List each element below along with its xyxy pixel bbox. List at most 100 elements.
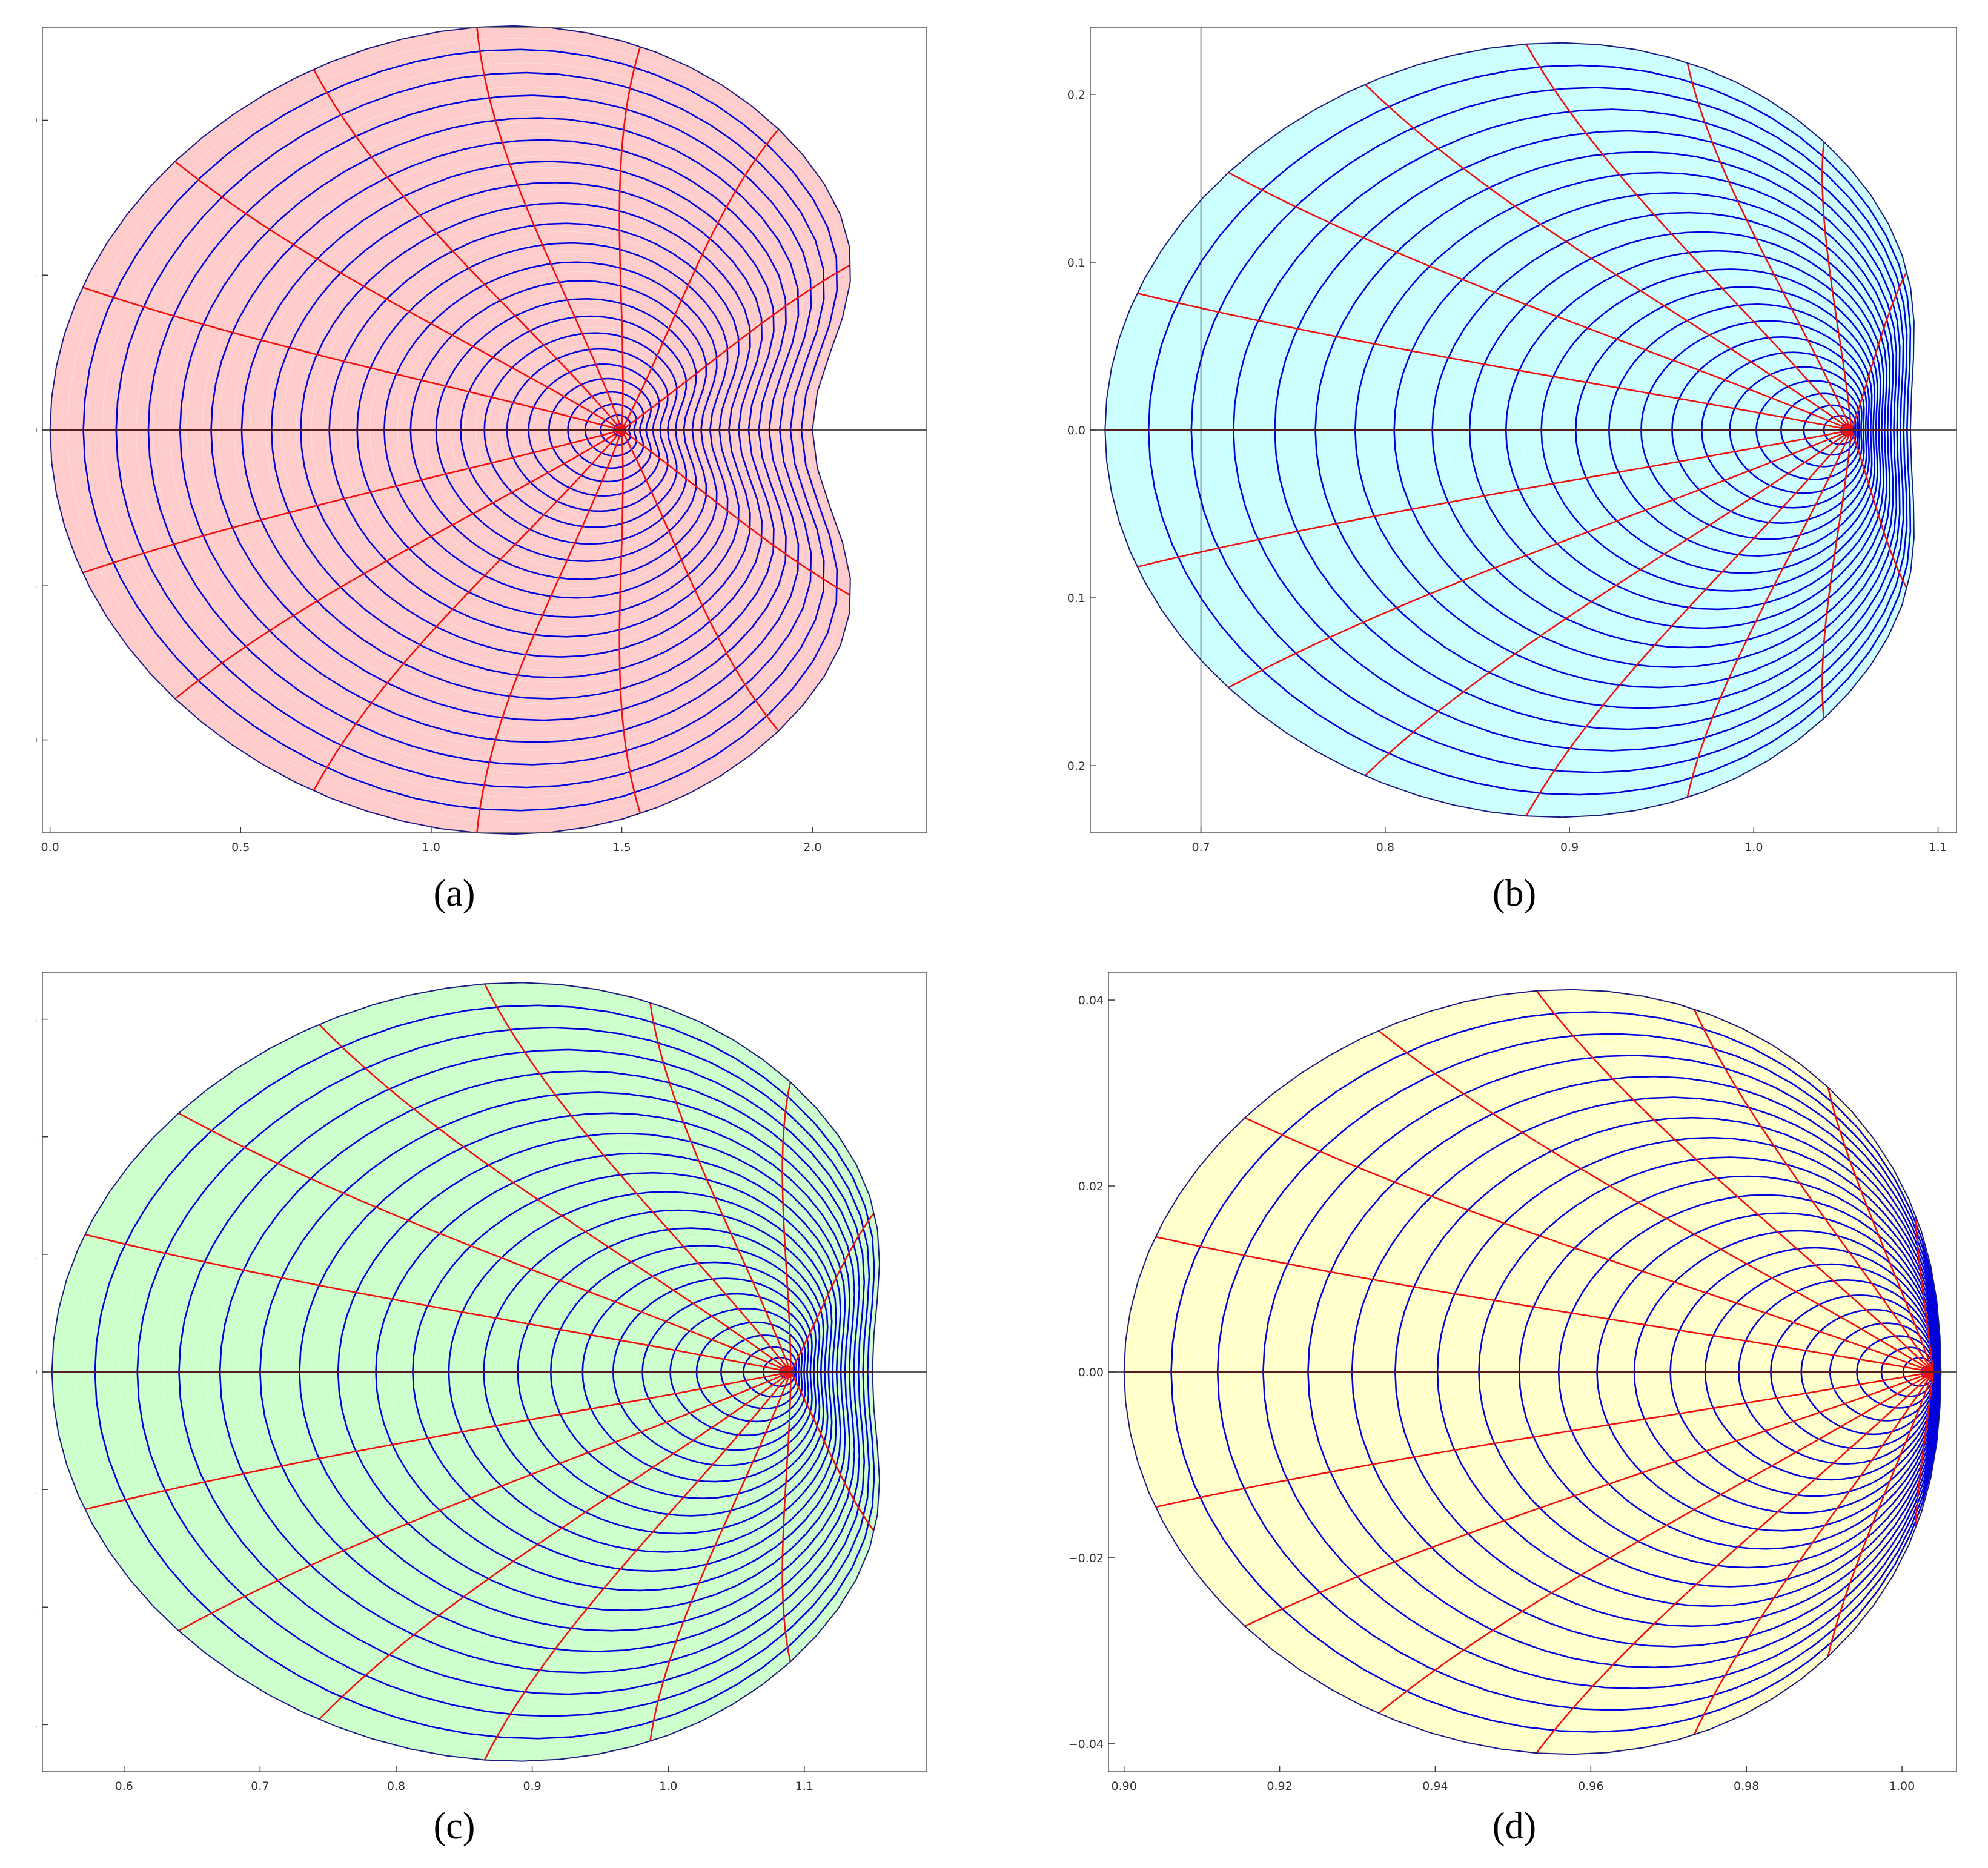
radial-ray bbox=[1136, 429, 1852, 568]
radial-ray bbox=[483, 1371, 792, 1761]
x-tick-label: 0.6 bbox=[115, 1780, 133, 1793]
radial-ray bbox=[476, 429, 623, 833]
radial-ray bbox=[1525, 44, 1852, 431]
y-tick-label: 0.3 bbox=[36, 1013, 38, 1027]
y-tick-label: −0.2 bbox=[36, 1601, 38, 1614]
radial-ray bbox=[174, 161, 623, 431]
caption-a: (a) bbox=[433, 873, 475, 914]
y-tick-label: −0.1 bbox=[36, 1483, 38, 1497]
radial-ray bbox=[649, 1002, 792, 1373]
y-tick-label: 0.02 bbox=[1078, 1180, 1104, 1193]
chart-c-svg: 0.6 0.7 0.8 0.9 1.0 1.1 −0.3 −0.2 −0.1 0.0 0.1 0.2 0… bbox=[36, 972, 927, 1793]
radial-ray bbox=[82, 429, 622, 574]
y-tick-label: −0.02 bbox=[1069, 1552, 1104, 1565]
radial-ray bbox=[1228, 429, 1852, 689]
radial-ray bbox=[476, 27, 623, 431]
radial-ray bbox=[1915, 1215, 1934, 1373]
radial-ray bbox=[618, 46, 641, 431]
y-tick-label: 1.0 bbox=[36, 114, 38, 127]
radial-ray bbox=[1850, 429, 1908, 589]
y-tick-label: 0.0 bbox=[36, 424, 38, 437]
radial-ray bbox=[1364, 429, 1852, 777]
x-tick-label: 1.1 bbox=[795, 1780, 813, 1793]
x-tick-label: 1.0 bbox=[1744, 841, 1763, 854]
radial-ray bbox=[1821, 141, 1852, 431]
radial-ray bbox=[1915, 1371, 1934, 1529]
radial-ray bbox=[318, 1371, 792, 1720]
radial-ray bbox=[781, 1082, 792, 1373]
radial-ray bbox=[1155, 1236, 1933, 1373]
radial-ray bbox=[84, 1371, 791, 1511]
x-tick-label: 0.5 bbox=[231, 841, 250, 854]
y-tick-label: −0.1 bbox=[1066, 592, 1085, 605]
radial-ray bbox=[1827, 1087, 1934, 1373]
radial-ray bbox=[313, 429, 623, 792]
x-tick-label: 0.90 bbox=[1112, 1780, 1137, 1793]
y-tick-label: −0.04 bbox=[1069, 1738, 1104, 1751]
x-tick-label: 0.94 bbox=[1422, 1780, 1448, 1793]
radial-ray bbox=[84, 1233, 791, 1373]
y-tick-label: −0.2 bbox=[1066, 760, 1085, 773]
x-tick-label: 0.7 bbox=[1191, 841, 1210, 854]
radial-ray bbox=[1244, 1371, 1933, 1627]
y-tick-label: 0.04 bbox=[1078, 994, 1104, 1007]
y-tick-label: 0.5 bbox=[36, 269, 38, 282]
y-tick-label: −1.0 bbox=[36, 734, 38, 747]
radial-ray bbox=[621, 128, 780, 431]
x-tick-label: 0.9 bbox=[1560, 841, 1579, 854]
caption-c: (c) bbox=[433, 1806, 475, 1847]
x-tick-label: 0.98 bbox=[1734, 1780, 1759, 1793]
x-tick-label: 0.8 bbox=[387, 1780, 405, 1793]
radial-ray bbox=[1378, 1030, 1934, 1373]
radial-ray bbox=[1536, 1371, 1934, 1754]
radial-ray bbox=[790, 1371, 875, 1532]
radial-ray bbox=[1536, 990, 1934, 1373]
y-tick-label: 0.1 bbox=[36, 1248, 38, 1262]
chart-b-svg: 0.7 0.8 0.9 1.0 1.1 −0.2 −0.1 0.0 0.1 0.2 bbox=[1066, 27, 1957, 854]
radial-ray bbox=[649, 1371, 792, 1742]
radial-ray bbox=[1686, 429, 1852, 798]
chart-d-svg: 0.90 0.92 0.94 0.96 0.98 1.00 −0.04 −0.02 0.00 0.… bbox=[1069, 972, 1957, 1793]
radial-ray bbox=[1525, 429, 1852, 816]
x-tick-label: 1.00 bbox=[1889, 1780, 1915, 1793]
radial-ray bbox=[178, 1371, 791, 1632]
chart-panel-d: 0.90 0.92 0.94 0.96 0.98 1.00 −0.04 −0.02 0.00 0.… bbox=[1066, 966, 1963, 1808]
chart-a-svg: 0.0 0.5 1.0 1.5 2.0 −1.0 −0.5 0.0 0.5 1.0 bbox=[36, 25, 927, 854]
radial-ray bbox=[1827, 1371, 1934, 1657]
y-tick-label: −0.3 bbox=[36, 1718, 38, 1732]
radial-ray bbox=[1378, 1371, 1934, 1714]
radial-ray bbox=[618, 429, 641, 814]
radial-ray bbox=[781, 1371, 792, 1662]
x-tick-label: 0.96 bbox=[1578, 1780, 1603, 1793]
x-tick-label: 1.5 bbox=[612, 841, 631, 854]
y-tick-label: 0.1 bbox=[1067, 256, 1085, 270]
caption-d: (d) bbox=[1492, 1806, 1537, 1847]
y-tick-label: 0.2 bbox=[36, 1131, 38, 1144]
radial-ray bbox=[621, 429, 850, 597]
y-tick-label: 0.2 bbox=[1067, 88, 1085, 102]
caption-b: (b) bbox=[1492, 873, 1537, 914]
chart-panel-c: 0.6 0.7 0.8 0.9 1.0 1.1 −0.3 −0.2 −0.1 0.0 0.1 0.2 0… bbox=[36, 966, 933, 1808]
radial-ray bbox=[483, 983, 792, 1373]
chart-panel-b: 0.7 0.8 0.9 1.0 1.1 −0.2 −0.1 0.0 0.1 0.2 bbox=[1066, 21, 1963, 869]
x-tick-label: 0.92 bbox=[1267, 1780, 1292, 1793]
x-tick-label: 1.0 bbox=[659, 1780, 677, 1793]
x-tick-label: 0.9 bbox=[523, 1780, 542, 1793]
radial-ray bbox=[1821, 429, 1852, 719]
x-tick-label: 1.1 bbox=[1929, 841, 1947, 854]
x-tick-label: 2.0 bbox=[803, 841, 821, 854]
y-tick-label: 0.0 bbox=[1067, 424, 1085, 437]
radial-ray bbox=[1155, 1371, 1933, 1508]
radial-ray bbox=[178, 1112, 791, 1373]
radial-ray bbox=[1136, 292, 1852, 431]
radial-ray bbox=[313, 68, 623, 431]
chart-panel-a: 0.0 0.5 1.0 1.5 2.0 −1.0 −0.5 0.0 0.5 1.0 bbox=[36, 21, 933, 869]
radial-ray bbox=[790, 1211, 875, 1373]
radial-ray bbox=[1686, 62, 1852, 431]
radial-ray bbox=[318, 1024, 792, 1373]
radial-ray bbox=[1693, 1009, 1934, 1373]
x-tick-label: 0.7 bbox=[251, 1780, 269, 1793]
radial-ray bbox=[1693, 1371, 1934, 1735]
radial-ray bbox=[1850, 271, 1908, 431]
radial-ray bbox=[621, 263, 850, 431]
